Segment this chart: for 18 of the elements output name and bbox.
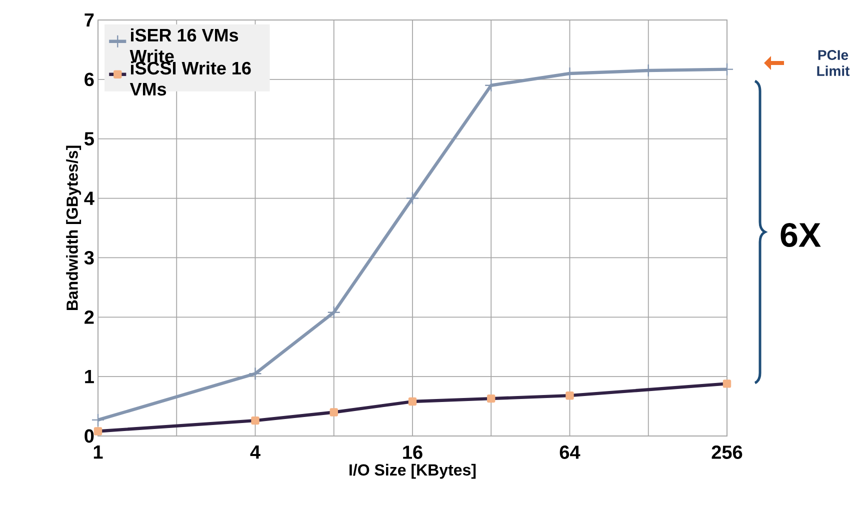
y-tick-label: 7 xyxy=(84,13,94,27)
legend-label: iSCSI Write 16 VMs xyxy=(130,61,251,96)
x-tick-label: 256 xyxy=(712,446,742,459)
text: PCIe Limit xyxy=(817,50,850,76)
y-tick-label: 4 xyxy=(84,192,94,205)
y-axis-title: Bandwidth [GBytes/s] xyxy=(66,146,82,310)
x-tick-label: 64 xyxy=(560,446,580,459)
y-tick-label: 5 xyxy=(84,132,94,146)
text: 6X xyxy=(780,222,821,248)
x-tick-label: 16 xyxy=(403,446,422,459)
x-tick-label: 1 xyxy=(94,446,103,459)
y-tick-label: 3 xyxy=(84,250,94,264)
y-tick-label: 2 xyxy=(84,310,94,324)
y-tick-label: 0 xyxy=(84,429,94,443)
y-tick-label: 6 xyxy=(84,72,94,86)
x-axis-title: I/O Size [KBytes] xyxy=(350,464,476,479)
x-tick-label: 4 xyxy=(250,446,260,459)
y-tick-label: 1 xyxy=(85,370,94,384)
